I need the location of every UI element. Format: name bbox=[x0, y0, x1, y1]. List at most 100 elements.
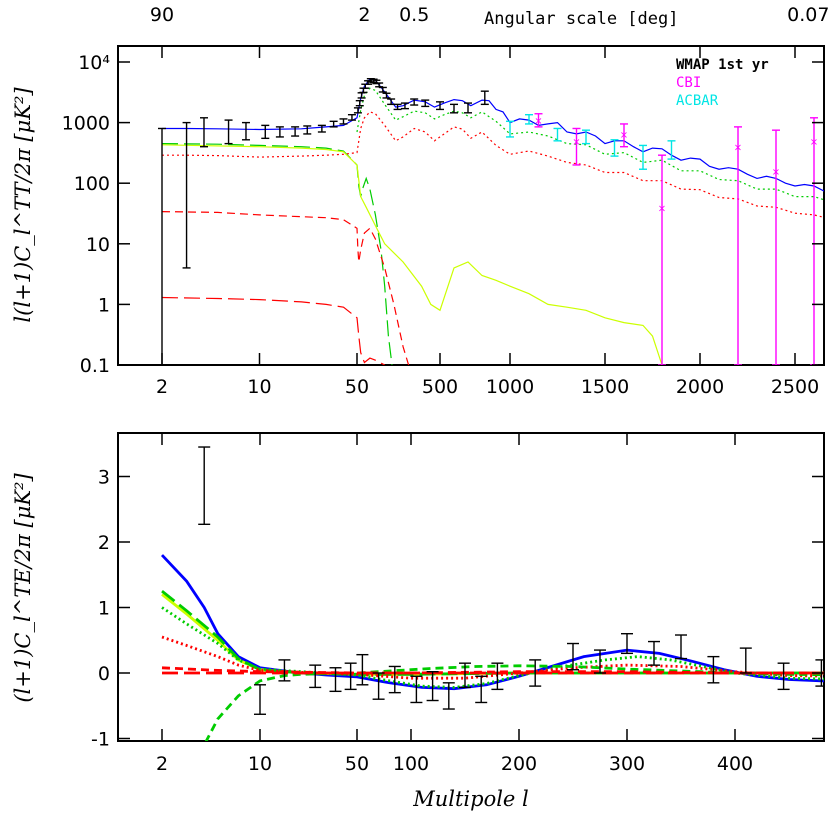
bottom-wmap-1st-yr-point-6 bbox=[356, 653, 369, 686]
angular-scale-tick-label-3: 0.07 bbox=[787, 4, 829, 26]
bottom-wmap-1st-yr-point-14 bbox=[491, 662, 504, 691]
bottom-wmap-1st-yr-point-19 bbox=[648, 640, 660, 666]
top-wmap-1st-yr-point-7 bbox=[291, 126, 300, 137]
top-y-axis-title: l(l+1)C_l^TT/2π [μK²] bbox=[11, 87, 35, 323]
bottom-x-tick-label-2: 50 bbox=[345, 753, 369, 775]
top-cbi-point-4: × bbox=[734, 126, 742, 365]
top-panel-data-points: ×××××××× bbox=[158, 78, 818, 365]
top-x-tick-label-7: 2500 bbox=[771, 376, 819, 398]
top-cbi-point-0: × bbox=[534, 113, 543, 128]
top-acbar-point-0 bbox=[506, 120, 514, 138]
bottom-x-tick-label-5: 300 bbox=[609, 753, 645, 775]
bottom-wmap-1st-yr-point-3 bbox=[309, 664, 322, 689]
svg-text:×: × bbox=[772, 167, 780, 178]
bottom-series-1 bbox=[161, 593, 824, 676]
bottom-wmap-1st-yr-point-7 bbox=[372, 672, 385, 700]
bottom-wmap-1st-yr-point-16 bbox=[567, 642, 579, 671]
top-cbi-point-1: × bbox=[572, 127, 581, 166]
top-acbar-point-4 bbox=[610, 139, 619, 157]
angular-scale-tick-label-1: 2 bbox=[358, 4, 370, 26]
svg-text:×: × bbox=[534, 116, 542, 127]
top-wmap-1st-yr-point-0 bbox=[158, 127, 166, 365]
top-acbar-point-6 bbox=[667, 140, 676, 160]
top-acbar-point-5 bbox=[639, 144, 647, 170]
bottom-x-tick-label-3: 100 bbox=[393, 753, 429, 775]
top-y-tick-label-2: 10 bbox=[86, 234, 110, 256]
bottom-wmap-1st-yr-point-21 bbox=[707, 655, 720, 684]
top-series-4 bbox=[161, 144, 663, 365]
top-wmap-1st-yr-point-6 bbox=[275, 126, 284, 138]
top-axis-label: Angular scale [deg] bbox=[484, 9, 678, 29]
top-wmap-1st-yr-point-13 bbox=[353, 107, 362, 114]
top-x-tick-label-3: 500 bbox=[422, 376, 458, 398]
top-cbi-point-3: × bbox=[658, 154, 666, 365]
top-cbi-point-6: × bbox=[810, 117, 818, 365]
bottom-x-tick-label-6: 400 bbox=[717, 753, 753, 775]
bottom-wmap-1st-yr-point-13 bbox=[475, 675, 488, 704]
top-x-tick-label-2: 50 bbox=[345, 376, 369, 398]
bottom-y-tick-label-3: 2 bbox=[98, 532, 110, 554]
bottom-series-4 bbox=[161, 635, 824, 680]
bottom-panel-data-points bbox=[198, 446, 824, 715]
bottom-y-tick-label-1: 0 bbox=[98, 663, 110, 685]
top-wmap-1st-yr-point-28 bbox=[410, 98, 419, 106]
top-wmap-1st-yr-point-32 bbox=[464, 102, 472, 114]
top-x-tick-label-6: 2000 bbox=[676, 376, 724, 398]
bottom-wmap-1st-yr-point-9 bbox=[410, 675, 423, 704]
bottom-wmap-1st-yr-point-10 bbox=[426, 670, 439, 702]
legend-acbar: ACBAR bbox=[676, 93, 719, 109]
bottom-y-tick-label-2: 1 bbox=[98, 598, 110, 620]
bottom-series-2 bbox=[161, 590, 824, 676]
top-wmap-1st-yr-point-12 bbox=[347, 114, 356, 121]
legend-cbi: CBI bbox=[676, 75, 701, 91]
top-x-tick-label-0: 2 bbox=[156, 376, 168, 398]
top-wmap-1st-yr-point-9 bbox=[317, 124, 326, 133]
top-x-tick-label-5: 1500 bbox=[581, 376, 629, 398]
bottom-x-tick-label-0: 2 bbox=[156, 753, 168, 775]
top-wmap-1st-yr-point-26 bbox=[393, 103, 402, 111]
top-x-tick-label-4: 1000 bbox=[486, 376, 534, 398]
top-wmap-1st-yr-point-29 bbox=[421, 99, 430, 108]
legend-wmap: WMAP 1st yr bbox=[676, 57, 769, 73]
bottom-wmap-1st-yr-point-12 bbox=[459, 662, 471, 689]
bottom-wmap-1st-yr-point-0 bbox=[198, 446, 211, 526]
top-wmap-1st-yr-point-4 bbox=[241, 121, 250, 141]
bottom-y-axis-title: (l+1)C_l^TE/2π [μK²] bbox=[11, 473, 35, 703]
bottom-wmap-1st-yr-point-23 bbox=[777, 662, 790, 691]
angular-scale-tick-label-2: 0.5 bbox=[399, 4, 429, 26]
top-y-tick-label-3: 100 bbox=[74, 173, 110, 195]
bottom-wmap-1st-yr-point-1 bbox=[254, 684, 266, 715]
bottom-wmap-1st-yr-point-15 bbox=[529, 659, 542, 687]
bottom-wmap-1st-yr-point-11 bbox=[442, 682, 455, 710]
top-series-6 bbox=[161, 296, 385, 365]
top-y-tick-label-4: 1000 bbox=[62, 113, 110, 135]
svg-text:×: × bbox=[620, 130, 628, 141]
bottom-wmap-1st-yr-point-18 bbox=[621, 633, 633, 655]
top-x-tick-label-1: 10 bbox=[247, 376, 271, 398]
top-acbar-point-3 bbox=[582, 129, 590, 145]
bottom-series-5 bbox=[204, 664, 824, 741]
top-wmap-1st-yr-point-33 bbox=[480, 90, 489, 106]
bottom-wmap-1st-yr-point-8 bbox=[388, 665, 401, 694]
svg-text:×: × bbox=[734, 143, 742, 154]
svg-text:×: × bbox=[810, 137, 818, 148]
top-y-tick-label-1: 1 bbox=[98, 294, 110, 316]
top-wmap-1st-yr-point-10 bbox=[329, 120, 338, 128]
bottom-wmap-1st-yr-point-2 bbox=[278, 659, 291, 682]
top-series-3 bbox=[161, 143, 393, 365]
top-acbar-point-1 bbox=[525, 114, 533, 125]
bottom-y-tick-label-4: 3 bbox=[98, 467, 110, 489]
bottom-panel-frame bbox=[117, 432, 825, 742]
top-series-5 bbox=[161, 211, 410, 365]
bottom-x-tick-label-4: 200 bbox=[501, 753, 537, 775]
bottom-panel-curves bbox=[160, 554, 824, 741]
top-wmap-1st-yr-point-1 bbox=[182, 121, 191, 269]
bottom-wmap-1st-yr-point-4 bbox=[329, 667, 342, 693]
top-wmap-1st-yr-point-14 bbox=[355, 99, 364, 107]
bottom-series-3 bbox=[161, 606, 824, 689]
angular-scale-tick-label-0: 90 bbox=[150, 4, 174, 26]
top-wmap-1st-yr-point-5 bbox=[261, 124, 270, 140]
top-wmap-1st-yr-point-24 bbox=[382, 92, 391, 99]
